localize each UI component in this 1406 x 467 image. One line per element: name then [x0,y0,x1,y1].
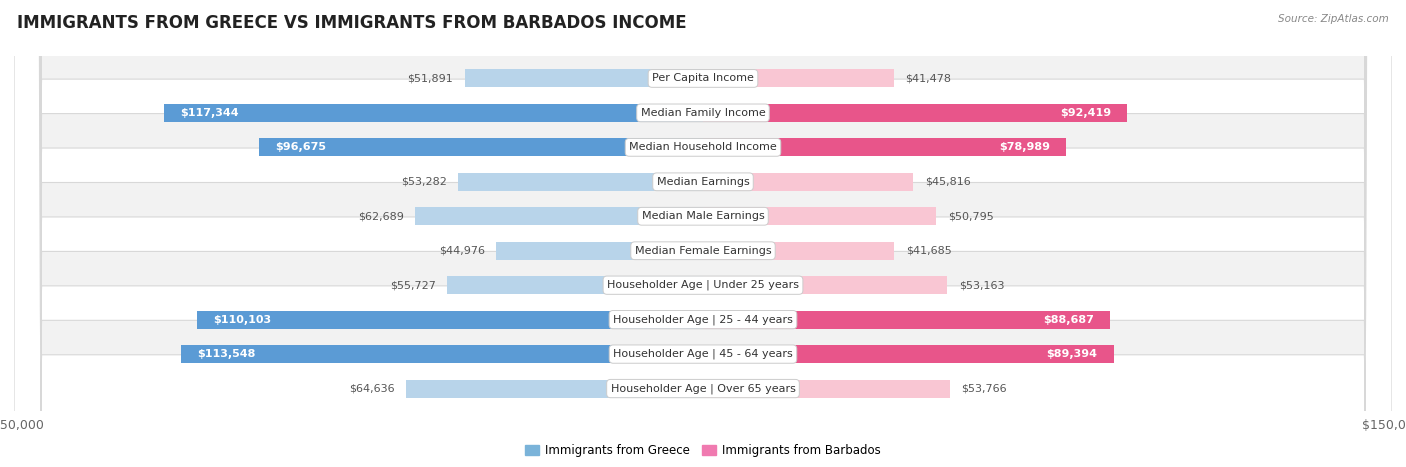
Bar [703,242,894,260]
FancyBboxPatch shape [14,0,1392,467]
Text: $62,689: $62,689 [357,211,404,221]
Text: $92,419: $92,419 [1060,108,1111,118]
Text: IMMIGRANTS FROM GREECE VS IMMIGRANTS FROM BARBADOS INCOME: IMMIGRANTS FROM GREECE VS IMMIGRANTS FRO… [17,14,686,32]
Bar [703,104,1128,122]
Text: $96,675: $96,675 [276,142,326,152]
Text: Source: ZipAtlas.com: Source: ZipAtlas.com [1278,14,1389,24]
Bar [703,173,914,191]
Text: $50,795: $50,795 [948,211,994,221]
FancyBboxPatch shape [14,0,1392,467]
Text: Householder Age | Under 25 years: Householder Age | Under 25 years [607,280,799,290]
Bar [703,138,1066,156]
Text: $53,282: $53,282 [401,177,447,187]
Text: Median Male Earnings: Median Male Earnings [641,211,765,221]
Bar [197,311,703,329]
Bar [703,380,950,397]
Text: Median Household Income: Median Household Income [628,142,778,152]
Bar [703,70,893,87]
Bar [447,276,703,294]
Text: $53,163: $53,163 [959,280,1004,290]
Text: Householder Age | 25 - 44 years: Householder Age | 25 - 44 years [613,314,793,325]
Text: Per Capita Income: Per Capita Income [652,73,754,84]
Text: $78,989: $78,989 [998,142,1050,152]
Text: $41,478: $41,478 [905,73,950,84]
Text: $110,103: $110,103 [214,315,271,325]
Text: Median Female Earnings: Median Female Earnings [634,246,772,256]
Text: $41,685: $41,685 [905,246,952,256]
Text: $113,548: $113,548 [198,349,256,359]
Text: $55,727: $55,727 [389,280,436,290]
Bar [703,311,1111,329]
Text: $88,687: $88,687 [1043,315,1094,325]
Bar [165,104,703,122]
FancyBboxPatch shape [14,0,1392,467]
Legend: Immigrants from Greece, Immigrants from Barbados: Immigrants from Greece, Immigrants from … [520,439,886,462]
Text: Median Family Income: Median Family Income [641,108,765,118]
Text: $117,344: $117,344 [180,108,239,118]
Bar [496,242,703,260]
FancyBboxPatch shape [14,0,1392,467]
FancyBboxPatch shape [14,0,1392,467]
Bar [259,138,703,156]
Text: Householder Age | Over 65 years: Householder Age | Over 65 years [610,383,796,394]
Bar [458,173,703,191]
Text: $45,816: $45,816 [925,177,970,187]
FancyBboxPatch shape [14,0,1392,467]
Bar [703,345,1114,363]
Text: $44,976: $44,976 [439,246,485,256]
Bar [181,345,703,363]
FancyBboxPatch shape [14,0,1392,467]
Text: Median Earnings: Median Earnings [657,177,749,187]
Bar [464,70,703,87]
Text: Householder Age | 45 - 64 years: Householder Age | 45 - 64 years [613,349,793,359]
Text: $64,636: $64,636 [349,383,395,394]
Bar [406,380,703,397]
FancyBboxPatch shape [14,0,1392,467]
FancyBboxPatch shape [14,0,1392,467]
Text: $51,891: $51,891 [408,73,453,84]
Text: $89,394: $89,394 [1046,349,1098,359]
Bar [703,207,936,225]
Bar [703,276,948,294]
Text: $53,766: $53,766 [962,383,1007,394]
Bar [415,207,703,225]
FancyBboxPatch shape [14,0,1392,467]
